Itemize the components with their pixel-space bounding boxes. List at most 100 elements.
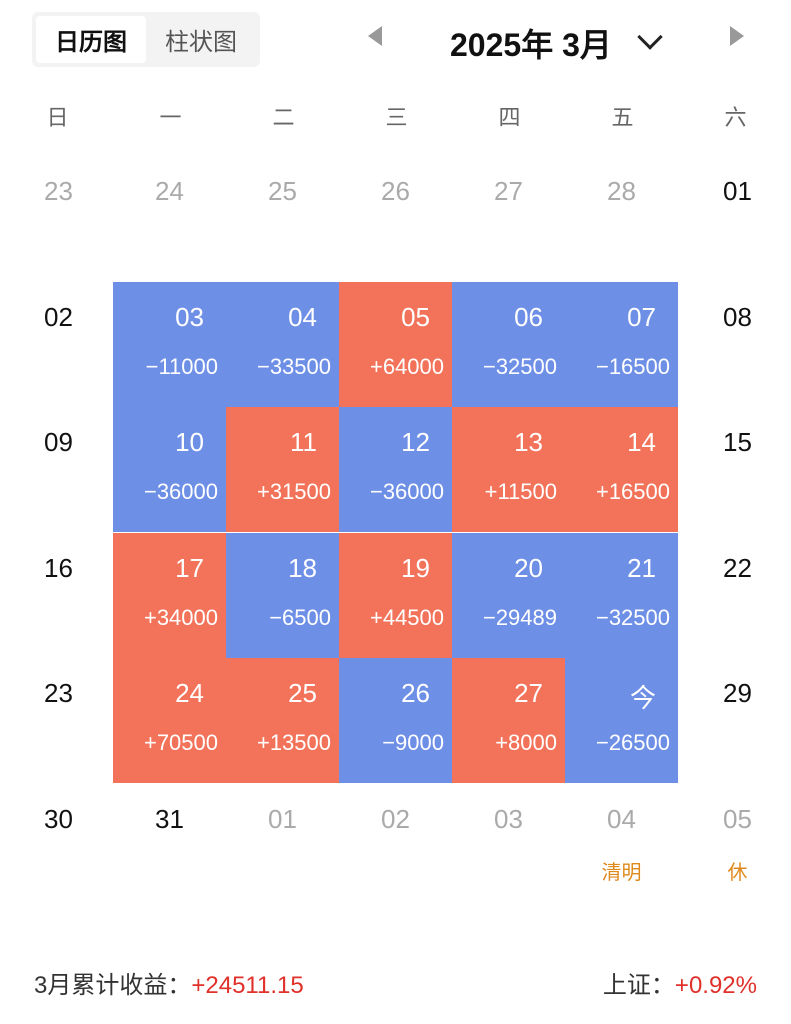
- bar-chart-view-tab[interactable]: 柱状图: [165, 29, 237, 56]
- day-cell[interactable]: 今 −26500: [565, 658, 678, 783]
- day-number: 09: [44, 427, 73, 457]
- day-number: 04: [607, 803, 636, 834]
- next-month-icon[interactable]: [730, 26, 744, 46]
- weekday-label: 日: [46, 105, 69, 130]
- index-label: 上证：: [602, 972, 675, 999]
- weekday-label: 四: [498, 105, 521, 130]
- day-number: 11: [290, 427, 317, 457]
- day-number: 07: [627, 301, 656, 332]
- day-number: 19: [401, 552, 430, 583]
- weekday-label: 三: [385, 105, 408, 130]
- day-cell[interactable]: 28: [565, 156, 678, 281]
- day-number: 25: [288, 678, 317, 708]
- day-cell[interactable]: 02: [21, 282, 96, 407]
- daily-pnl: +31500: [256, 479, 331, 504]
- day-number: 20: [514, 552, 543, 583]
- day-cell[interactable]: 21 −32500: [565, 532, 678, 658]
- day-number: 27: [494, 176, 523, 206]
- day-cell[interactable]: 20 −29489: [452, 532, 565, 658]
- day-cell[interactable]: 09: [21, 407, 96, 532]
- day-number: 21: [627, 552, 656, 583]
- day-cell[interactable]: 15: [700, 407, 775, 532]
- day-number: 22: [723, 552, 752, 583]
- monthly-label: 3月累计收益：: [34, 972, 192, 999]
- day-cell[interactable]: 04 −33500: [226, 281, 339, 407]
- daily-pnl: +64000: [369, 353, 444, 379]
- calendar-view-tab[interactable]: 日历图: [36, 16, 146, 63]
- day-cell[interactable]: 01: [226, 784, 339, 909]
- day-number: 23: [44, 678, 73, 708]
- day-cell[interactable]: 04 清明: [565, 784, 678, 909]
- weekday-label: 二: [272, 105, 295, 130]
- day-cell[interactable]: 30: [21, 784, 96, 909]
- daily-pnl: +70500: [143, 730, 218, 755]
- day-cell[interactable]: 01: [700, 156, 775, 281]
- day-cell[interactable]: 23: [21, 658, 96, 783]
- day-cell[interactable]: 06 −32500: [452, 281, 565, 407]
- daily-pnl: +44500: [369, 604, 444, 630]
- day-cell[interactable]: 11 +31500: [226, 407, 339, 532]
- day-cell[interactable]: 05 休: [700, 784, 775, 909]
- weekday-label: 六: [724, 105, 747, 130]
- day-cell[interactable]: 07 −16500: [565, 281, 678, 407]
- day-number: 29: [723, 678, 752, 708]
- day-number: 今: [629, 683, 656, 713]
- day-number: 16: [44, 552, 73, 583]
- day-cell[interactable]: 27 +8000: [452, 658, 565, 783]
- monthly-summary: 3月累计收益：+24511.15: [34, 965, 304, 1000]
- weekday-label: 五: [611, 105, 634, 130]
- day-cell[interactable]: 29: [700, 658, 775, 783]
- day-cell[interactable]: 26: [339, 156, 452, 281]
- daily-pnl: +16500: [595, 479, 670, 504]
- day-cell[interactable]: 24: [113, 156, 226, 281]
- day-cell[interactable]: 08: [700, 282, 775, 407]
- day-cell[interactable]: 10 −36000: [113, 407, 226, 532]
- day-number: 10: [175, 427, 204, 457]
- month-navigator: 2025年 3月: [0, 14, 791, 64]
- daily-pnl: +8000: [495, 730, 557, 755]
- day-cell[interactable]: 05 +64000: [339, 281, 452, 407]
- day-number: 24: [175, 678, 204, 708]
- day-number: 02: [381, 803, 410, 834]
- day-cell[interactable]: 02: [339, 784, 452, 909]
- day-cell[interactable]: 26 −9000: [339, 658, 452, 783]
- day-number: 02: [44, 301, 73, 332]
- holiday-label: 休: [727, 861, 748, 884]
- day-cell[interactable]: 03: [452, 784, 565, 909]
- chevron-down-icon[interactable]: [637, 24, 663, 50]
- daily-pnl: −32500: [482, 353, 557, 379]
- day-cell[interactable]: 27: [452, 156, 565, 281]
- day-number: 23: [44, 176, 73, 206]
- day-cell[interactable]: 31: [113, 784, 226, 909]
- day-cell[interactable]: 24 +70500: [113, 658, 226, 783]
- day-number: 17: [175, 552, 204, 583]
- daily-pnl: −16500: [595, 353, 670, 379]
- day-cell[interactable]: 14 +16500: [565, 407, 678, 532]
- day-cell[interactable]: 19 +44500: [339, 532, 452, 658]
- day-number: 04: [288, 301, 317, 332]
- weekday-header: 日一二三四五六: [0, 100, 791, 140]
- daily-pnl: −6500: [269, 604, 331, 630]
- day-cell[interactable]: 12 −36000: [339, 407, 452, 532]
- day-cell[interactable]: 22: [700, 533, 775, 658]
- day-cell[interactable]: 13 +11500: [452, 407, 565, 532]
- day-number: 30: [44, 803, 73, 834]
- day-cell[interactable]: 25 +13500: [226, 658, 339, 783]
- day-number: 08: [723, 301, 752, 332]
- daily-pnl: +11500: [484, 479, 557, 504]
- day-cell[interactable]: 03 −11000: [113, 281, 226, 407]
- day-cell[interactable]: 23: [21, 156, 96, 281]
- daily-pnl: −36000: [143, 479, 218, 504]
- daily-pnl: +13500: [256, 730, 331, 755]
- day-cell[interactable]: 25: [226, 156, 339, 281]
- daily-pnl: −36000: [369, 479, 444, 504]
- day-cell[interactable]: 17 +34000: [113, 532, 226, 658]
- day-number: 14: [627, 427, 656, 457]
- prev-month-icon[interactable]: [368, 26, 382, 46]
- day-number: 01: [723, 176, 752, 206]
- daily-pnl: −29489: [482, 604, 557, 630]
- day-cell[interactable]: 18 −6500: [226, 532, 339, 658]
- daily-pnl: +34000: [143, 604, 218, 630]
- day-cell[interactable]: 16: [21, 533, 96, 658]
- month-title[interactable]: 2025年 3月: [450, 27, 612, 63]
